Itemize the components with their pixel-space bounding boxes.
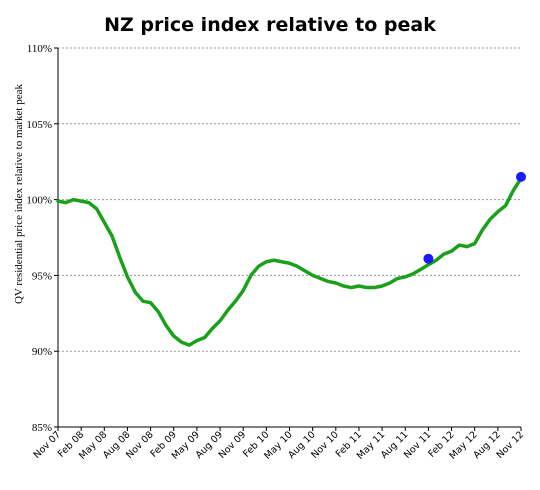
y-tick-label: 90%	[32, 346, 52, 358]
gridlines	[58, 47, 521, 352]
series	[56, 176, 523, 347]
series-line	[56, 176, 523, 347]
axes	[54, 47, 522, 431]
y-tick-label: 110%	[27, 43, 52, 55]
highlight-marker	[516, 171, 526, 182]
y-tick-label: 85%	[32, 422, 52, 434]
y-tick-labels: 85% 90% 95% 100% 105% 110%	[26, 43, 52, 434]
y-tick-label: 95%	[32, 270, 52, 282]
y-tick-label: 100%	[26, 195, 52, 207]
y-tick-label: 105%	[26, 119, 52, 131]
chart-title: NZ price index relative to peak	[104, 14, 436, 36]
highlight-marker	[423, 253, 434, 264]
y-axis-label: QV residential price index relative to m…	[13, 83, 25, 304]
x-tick-label: Nov 07	[32, 429, 64, 461]
markers	[423, 171, 526, 264]
